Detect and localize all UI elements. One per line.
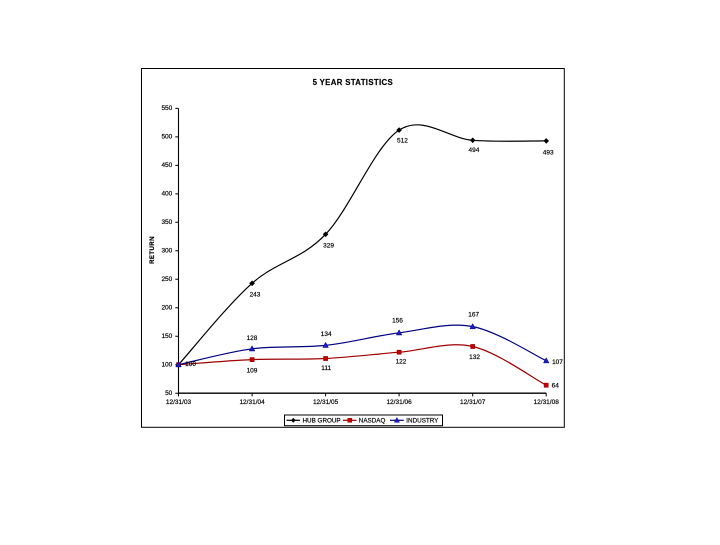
svg-text:64: 64 xyxy=(552,383,560,390)
svg-text:12/31/07: 12/31/07 xyxy=(460,399,486,406)
svg-text:350: 350 xyxy=(161,219,172,226)
svg-text:107: 107 xyxy=(552,359,563,366)
svg-text:12/31/04: 12/31/04 xyxy=(239,399,265,406)
svg-text:493: 493 xyxy=(543,150,554,157)
svg-text:INDUSTRY: INDUSTRY xyxy=(406,418,439,425)
svg-text:150: 150 xyxy=(161,333,172,340)
svg-text:250: 250 xyxy=(161,276,172,283)
svg-text:494: 494 xyxy=(468,147,479,154)
svg-text:512: 512 xyxy=(397,137,408,144)
svg-text:156: 156 xyxy=(392,317,403,324)
svg-text:5 YEAR STATISTICS: 5 YEAR STATISTICS xyxy=(313,78,393,87)
svg-text:132: 132 xyxy=(469,354,480,361)
svg-text:329: 329 xyxy=(323,243,334,250)
svg-text:50: 50 xyxy=(165,390,173,397)
svg-text:500: 500 xyxy=(161,134,172,141)
svg-text:243: 243 xyxy=(250,292,261,299)
svg-text:111: 111 xyxy=(321,365,331,372)
svg-text:109: 109 xyxy=(247,367,258,374)
svg-text:122: 122 xyxy=(396,359,407,366)
svg-text:12/31/06: 12/31/06 xyxy=(386,399,412,406)
svg-text:12/31/05: 12/31/05 xyxy=(313,399,339,406)
svg-text:100: 100 xyxy=(185,361,196,368)
svg-text:200: 200 xyxy=(161,305,172,312)
svg-text:167: 167 xyxy=(468,311,479,318)
svg-text:128: 128 xyxy=(247,335,258,342)
svg-text:300: 300 xyxy=(161,248,172,255)
svg-text:450: 450 xyxy=(161,162,172,169)
svg-text:12/31/08: 12/31/08 xyxy=(534,399,560,406)
svg-text:12/31/03: 12/31/03 xyxy=(166,399,192,406)
svg-text:400: 400 xyxy=(161,191,172,198)
svg-text:NASDAQ: NASDAQ xyxy=(359,418,386,425)
svg-text:100: 100 xyxy=(161,362,172,369)
svg-text:RETURN: RETURN xyxy=(149,236,156,264)
svg-text:550: 550 xyxy=(161,105,172,112)
svg-text:HUB GROUP: HUB GROUP xyxy=(303,418,341,425)
svg-text:134: 134 xyxy=(321,331,332,338)
